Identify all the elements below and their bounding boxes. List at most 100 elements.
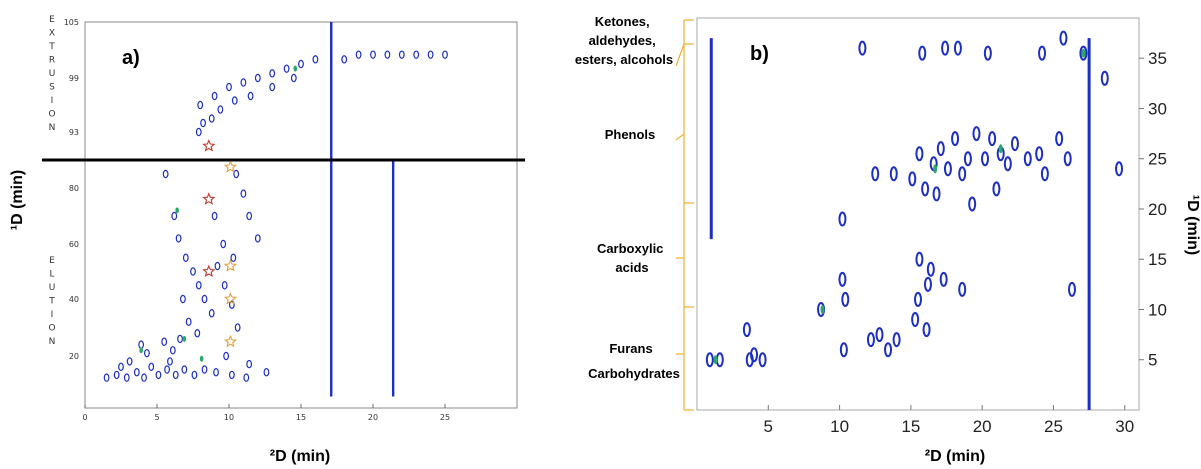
panel-b-peak — [932, 186, 941, 202]
panel-a-spots — [103, 50, 448, 382]
panel-b-peak — [1055, 131, 1064, 147]
panel-a-star-marker — [223, 160, 238, 173]
class-label-carbohydrates: Carbohydrates — [588, 366, 680, 381]
panel-a-star-marker — [223, 292, 238, 305]
panel-b-peak — [1115, 161, 1124, 177]
panel-b-peak — [951, 131, 960, 147]
panel-a-peak — [133, 368, 140, 377]
panel-b-peak — [871, 166, 880, 182]
panel-a-x-tick-label: 25 — [440, 413, 450, 422]
panel-b-y-tick-label: 5 — [1148, 351, 1157, 370]
panel-a-y-axis-label: ¹D (min) — [9, 170, 26, 230]
panel-a-peak-highlight — [139, 347, 143, 354]
panel-b-peak — [915, 146, 924, 162]
panel-a-peak — [413, 50, 420, 59]
panel-b-peak — [1063, 151, 1072, 167]
panel-a-peak — [201, 294, 208, 304]
panel-a-peak — [384, 50, 391, 59]
panel-a-peak-highlight — [293, 65, 298, 72]
panel-b-peak — [875, 327, 884, 343]
panel-a-peak — [223, 351, 230, 361]
panel-b-x-tick-label: 10 — [830, 417, 849, 436]
panel-a-peak — [211, 211, 218, 221]
panel-b-peak — [941, 40, 950, 56]
panel-b-peak — [858, 40, 867, 56]
panel-b-peak — [922, 322, 931, 338]
panel-a-star-marker — [202, 139, 216, 152]
panel-a-peak — [213, 368, 219, 377]
panel-a-peak — [144, 348, 150, 358]
class-label-ketones: Ketones, aldehydes, esters, alcohols — [575, 14, 673, 67]
panel-a-peak — [243, 373, 250, 382]
panel-b-peak-highlight — [998, 144, 1003, 154]
panel-a-peak — [254, 73, 261, 83]
panel-a-peak — [263, 368, 270, 377]
panel-b-y-tick-label: 15 — [1148, 250, 1167, 269]
panel-a-peak — [103, 373, 110, 382]
panel-b-peak — [908, 171, 917, 187]
panel-b-peak — [915, 251, 924, 267]
panel-b-x-tick-label: 5 — [764, 417, 773, 436]
panel-a-peak — [298, 59, 304, 69]
panel-b-peak — [839, 342, 848, 358]
panel-b-peak — [1079, 45, 1088, 61]
panel-b-peak — [841, 291, 850, 307]
panel-a-peak — [240, 78, 247, 87]
panel-a-peak — [118, 362, 124, 371]
panel-b-bracket-pointer — [675, 133, 685, 141]
panel-a-x-tick-label: 15 — [296, 413, 306, 422]
panel-a-peak — [226, 82, 232, 92]
panel-a-peak — [217, 105, 224, 114]
panel-a-peak — [190, 267, 196, 276]
panel-b-peak — [972, 126, 981, 142]
panel-b-plot-frame — [696, 17, 1140, 411]
panel-a-peak — [181, 365, 188, 374]
panel-b-peak — [758, 352, 767, 368]
panel-b-peak — [992, 181, 1001, 197]
panel-a-peak — [221, 281, 228, 290]
panel-b-peak — [983, 45, 992, 61]
panel-b-peak — [1100, 70, 1109, 86]
panel-a-peak — [220, 239, 227, 249]
panel-b-peak — [958, 281, 967, 297]
panel-b-y-tick-label: 25 — [1148, 150, 1167, 169]
panel-a-peak — [180, 294, 186, 304]
panel-a-peak — [208, 309, 215, 318]
panel-a-peak — [194, 329, 201, 338]
panel-a-highlights — [139, 65, 298, 362]
panel-b-y-axis-label: ¹D (min) — [1184, 195, 1201, 255]
panel-a-peak — [126, 357, 133, 366]
panel-b-peak — [963, 151, 972, 167]
panel-a-peak — [355, 50, 362, 59]
panel-b-peak — [705, 352, 714, 368]
panel-a-peak — [228, 370, 235, 380]
panel-b-peak — [923, 276, 932, 292]
panel-b-peak — [968, 196, 977, 212]
panel-b-peak — [911, 312, 920, 328]
panel-b-peak — [918, 45, 927, 61]
panel-a-x-tick-label: 0 — [82, 413, 87, 422]
panel-b-peak — [953, 40, 962, 56]
panel-a-peak — [290, 73, 297, 83]
panel-b-peak — [981, 151, 990, 167]
panel-a-x-tick-label: 10 — [224, 413, 234, 422]
panel-b-x-axis-label: ²D (min) — [925, 448, 985, 465]
panel-b-label: b) — [750, 43, 769, 65]
panel-a-y-tick-label: 60 — [69, 240, 79, 249]
panel-b-peak — [1010, 136, 1019, 152]
panel-a-peak — [164, 365, 170, 374]
panel-a-peak-highlight — [175, 207, 179, 214]
panel-a-y-tick-label: 40 — [69, 295, 79, 304]
panel-a-peak — [161, 337, 168, 346]
panel-a-peak — [113, 370, 120, 380]
panel-b-peak-highlight — [713, 355, 718, 365]
panel-a-peak — [283, 64, 290, 73]
panel-a-x-axis-label: ²D (min) — [270, 448, 330, 465]
panel-a-peak — [171, 211, 178, 221]
panel-b-highlights — [713, 48, 1086, 365]
panel-a-peak — [167, 357, 173, 366]
